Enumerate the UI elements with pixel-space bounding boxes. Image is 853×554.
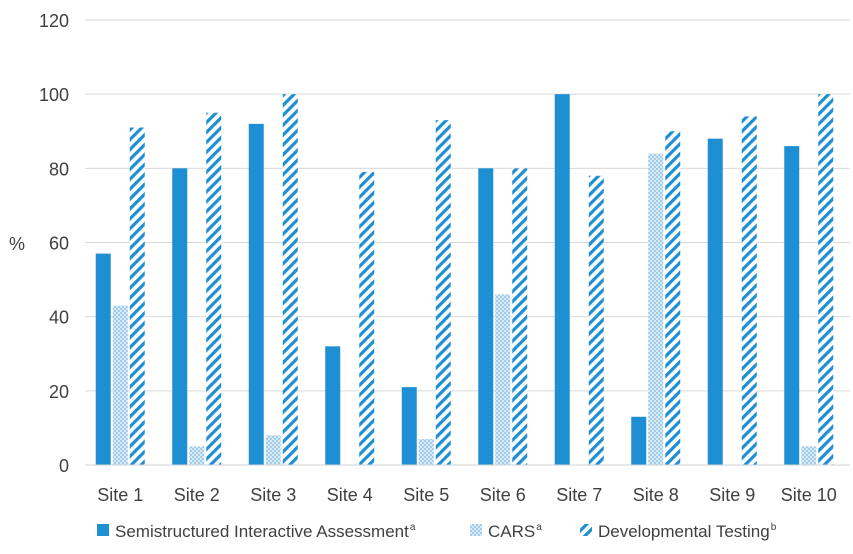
legend-series-name: Developmental Testing [598,522,770,541]
y-tick-label: 40 [49,308,69,328]
legend-series-name: CARS [488,522,535,541]
legend-swatch-diagonal [580,524,592,536]
bar-solid-6 [478,168,494,466]
x-tick-label: Site 4 [327,485,373,505]
legend-series-name: Semistructured Interactive Assessment [115,522,409,541]
bar-solid-1 [95,253,111,465]
legend-label: CARSa [488,522,542,541]
axes: 0 20 40 60 80 100 120% Site 1 Site 2 Site 3 Site 4… [9,11,850,505]
bar-diagonal-2 [206,112,222,465]
bar-solid-2 [172,168,188,466]
bar-diagonal-4 [359,172,375,465]
legend: Semistructured Interactive Assessmenta CA… [97,522,777,541]
bar-diagonal-6 [512,168,528,466]
x-tick-label: Site 6 [480,485,526,505]
bar-diagonal-3 [282,94,298,466]
y-tick-label: 120 [39,11,69,31]
bar-solid-10 [784,146,800,466]
bar-dots-10 [801,446,817,465]
legend-superscript: a [410,522,416,533]
legend-superscript: a [536,522,542,533]
y-tick-label: 60 [49,234,69,254]
bars [95,94,834,466]
bar-dots-3 [265,435,281,465]
bar-dots-6 [495,294,511,465]
bar-dots-5 [418,439,434,465]
bar-solid-8 [631,416,647,465]
y-tick-label: 100 [39,85,69,105]
y-axis-label: % [9,234,25,254]
legend-swatch-dots [470,524,482,536]
bar-solid-9 [707,138,723,465]
x-tick-label: Site 9 [709,485,755,505]
y-tick-label: 80 [49,159,69,179]
x-tick-label: Site 1 [97,485,143,505]
y-tick-label: 0 [59,456,69,476]
bar-diagonal-9 [741,116,757,466]
x-tick-label: Site 8 [633,485,679,505]
grid-lines [85,19,850,392]
legend-swatch-solid [97,524,109,536]
bar-solid-4 [325,346,341,465]
bar-dots-1 [112,305,128,465]
legend-label: Semistructured Interactive Assessmenta [115,522,416,541]
y-tick-label: 20 [49,382,69,402]
bar-diagonal-1 [129,127,145,466]
bar-solid-3 [248,123,264,465]
bar-solid-5 [401,387,417,465]
x-tick-label: Site 3 [250,485,296,505]
x-tick-label: Site 5 [403,485,449,505]
bar-diagonal-7 [588,175,604,465]
bar-diagonal-5 [435,120,451,465]
bar-diagonal-10 [818,94,834,466]
bar-dots-8 [648,153,664,465]
x-tick-label: Site 2 [174,485,220,505]
x-tick-label: Site 7 [556,485,602,505]
x-tick-label: Site 10 [781,485,837,505]
bar-diagonal-8 [665,131,681,465]
bar-dots-2 [189,446,205,465]
legend-label: Developmental Testingb [598,522,777,541]
legend-superscript: b [771,522,777,533]
bar-solid-7 [554,94,570,466]
